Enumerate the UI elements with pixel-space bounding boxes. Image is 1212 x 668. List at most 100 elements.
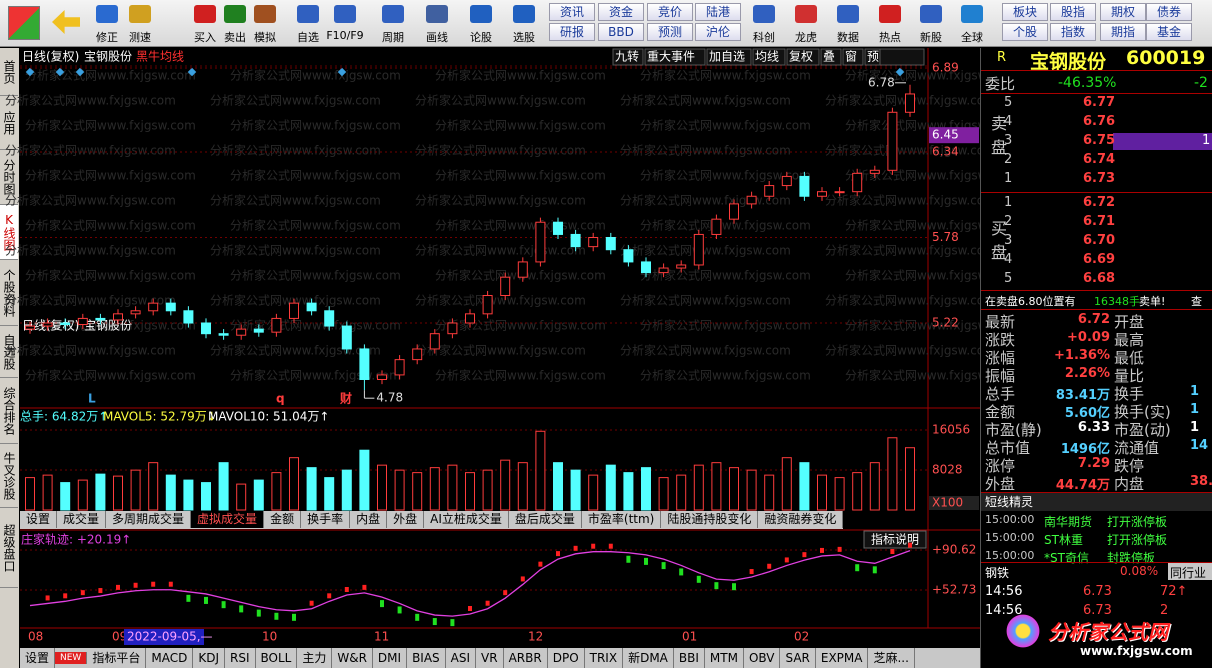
side-tab[interactable]: 应用	[0, 96, 18, 150]
tab[interactable]: 内盘	[350, 511, 388, 528]
tab[interactable]: 外盘	[387, 511, 425, 528]
watermark: 分析家公式网www.fxjgsw.com	[620, 293, 791, 308]
tab[interactable]: 设置	[20, 648, 56, 668]
tab[interactable]: 多周期成交量	[106, 511, 192, 528]
quick-button[interactable]: 沪伦	[695, 23, 741, 41]
tool-button[interactable]: 全球	[961, 31, 983, 44]
tool-button[interactable]: 论股	[470, 31, 492, 44]
tool-button[interactable]: 卖出	[224, 31, 246, 44]
tab[interactable]: OBV	[743, 648, 781, 668]
side-tab[interactable]: 首页	[0, 48, 18, 96]
side-tab[interactable]: 牛叉诊股	[0, 444, 18, 508]
tool-button[interactable]: 选股	[513, 31, 535, 44]
tab[interactable]: W&R	[332, 648, 373, 668]
tool-button[interactable]: 热点	[879, 31, 901, 44]
tab[interactable]: SAR	[780, 648, 816, 668]
tool-button[interactable]: 自选	[297, 31, 319, 44]
x-tick-label: 10	[262, 630, 277, 644]
side-tab[interactable]: 超级盘口	[0, 508, 18, 588]
tab[interactable]: 设置	[20, 511, 58, 528]
tool-button[interactable]: 买入	[194, 31, 216, 44]
quick-button[interactable]: BBD	[598, 23, 644, 41]
volume-bar	[253, 479, 264, 511]
volume-bar	[412, 472, 423, 511]
market-button[interactable]: 期指	[1100, 23, 1146, 41]
tab[interactable]: 芝麻...	[868, 648, 915, 668]
tab[interactable]: RSI	[225, 648, 256, 668]
tab[interactable]: EXPMA	[815, 648, 869, 668]
market-button[interactable]: 板块	[1002, 3, 1048, 21]
tool-button[interactable]: 数据	[837, 31, 859, 44]
side-tab[interactable]: 分时图	[0, 150, 18, 205]
tab[interactable]: 虚拟成交量	[191, 511, 265, 528]
tab[interactable]: KDJ	[193, 648, 225, 668]
quick-button[interactable]: 预测	[647, 23, 693, 41]
tab[interactable]: TRIX	[584, 648, 624, 668]
tab[interactable]: ASI	[445, 648, 477, 668]
candle-body	[535, 221, 546, 263]
tool-button[interactable]: F10/F9	[326, 29, 364, 42]
watermark: 分析家公式网www.fxjgsw.com	[230, 168, 401, 183]
watermark: 分析家公式网www.fxjgsw.com	[640, 168, 811, 183]
market-button[interactable]: 指数	[1050, 23, 1096, 41]
tool-icon	[224, 5, 246, 23]
tool-icon	[795, 5, 817, 23]
tab[interactable]: 主力	[297, 648, 333, 668]
tab[interactable]: 新DMA	[623, 648, 674, 668]
quote-text: 1	[1202, 133, 1211, 148]
tab[interactable]: ARBR	[503, 648, 548, 668]
candle-body	[447, 322, 458, 335]
tab[interactable]: BBI	[673, 648, 705, 668]
volume-bar	[887, 437, 898, 511]
tool-button[interactable]: 模拟	[254, 31, 276, 44]
tab[interactable]: NEW	[55, 652, 88, 664]
quick-button[interactable]: 资金	[598, 3, 644, 21]
tool-icon	[470, 5, 492, 23]
candle-body	[781, 175, 792, 187]
quote-text: 卖单!	[1139, 295, 1166, 308]
tool-button[interactable]: 龙虎	[795, 31, 817, 44]
x-tick-label: 02	[794, 630, 809, 644]
tool-button[interactable]: 科创	[753, 31, 775, 44]
tab[interactable]: 金额	[264, 511, 302, 528]
market-button[interactable]: 个股	[1002, 23, 1048, 41]
tab[interactable]: 成交量	[57, 511, 107, 528]
tab[interactable]: 换手率	[301, 511, 351, 528]
quick-button[interactable]: 竞价	[647, 3, 693, 21]
tab[interactable]: 陆股通持股变化	[661, 511, 759, 528]
tab[interactable]: DMI	[372, 648, 408, 668]
tab[interactable]: 市盈率(ttm)	[581, 511, 662, 528]
side-tab[interactable]: 个股资料	[0, 260, 18, 326]
tab[interactable]: 融资融券变化	[758, 511, 844, 528]
tool-icon	[254, 5, 276, 23]
market-button[interactable]: 股指	[1050, 3, 1096, 21]
market-button[interactable]: 期权	[1100, 3, 1146, 21]
tool-button[interactable]: 周期	[382, 31, 404, 44]
quick-button[interactable]: 资讯	[549, 3, 595, 21]
volume-bar	[869, 462, 880, 511]
quick-button[interactable]: 研报	[549, 23, 595, 41]
tool-button[interactable]: 修正	[96, 31, 118, 44]
tab[interactable]: BIAS	[407, 648, 446, 668]
tab[interactable]: 指标平台	[87, 648, 147, 668]
tab[interactable]: VR	[476, 648, 504, 668]
tool-button[interactable]: 测速	[129, 31, 151, 44]
tab[interactable]: 盘后成交量	[508, 511, 582, 528]
side-tab[interactable]: 综合排名	[0, 378, 18, 444]
tab[interactable]: MACD	[146, 648, 194, 668]
tab[interactable]: MTM	[704, 648, 744, 668]
tool-button[interactable]: 画线	[426, 31, 448, 44]
tab[interactable]: AI立桩成交量	[424, 511, 509, 528]
tab[interactable]: DPO	[547, 648, 585, 668]
tool-button[interactable]: 新股	[920, 31, 942, 44]
watermark: 分析家公式网www.fxjgsw.com	[210, 343, 381, 358]
market-button[interactable]: 债券	[1146, 3, 1192, 21]
quick-button[interactable]: 陆港	[695, 3, 741, 21]
tab[interactable]: BOLL	[255, 648, 298, 668]
quote-text: 委比	[985, 75, 1016, 93]
side-tab[interactable]: K线图	[0, 205, 18, 260]
k-button-bg	[644, 48, 706, 66]
side-tab[interactable]: 自选股	[0, 326, 18, 378]
market-button[interactable]: 基金	[1146, 23, 1192, 41]
volume-bar	[341, 469, 352, 511]
